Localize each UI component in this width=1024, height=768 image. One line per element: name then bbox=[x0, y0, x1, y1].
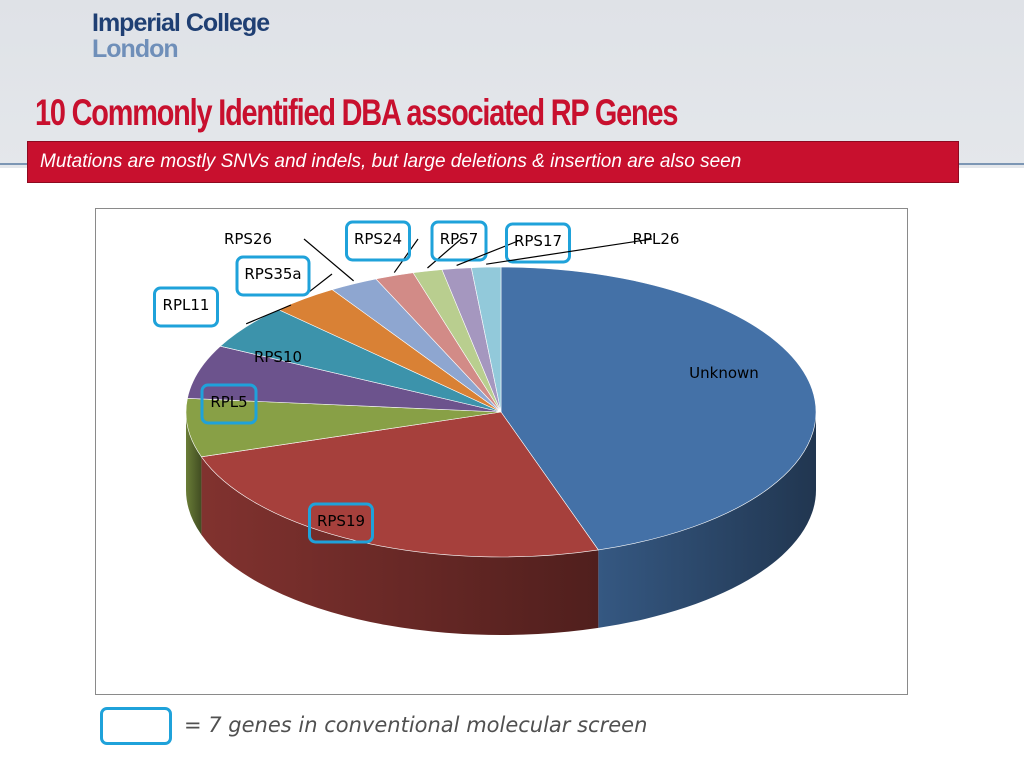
chart-frame: Unknown RPS19 RPL5 RPS10 RPL11 RPS35a RPS26 RPS… bbox=[95, 208, 908, 695]
pie-label-rps7: RPS7 bbox=[440, 230, 479, 248]
leader-line-rps7 bbox=[427, 238, 462, 269]
highlight-box-rps35a bbox=[235, 255, 311, 297]
legend-highlight-swatch bbox=[100, 707, 172, 745]
pie-sides bbox=[186, 412, 816, 635]
pie-side-rpl5 bbox=[186, 412, 202, 535]
pie-labels: Unknown RPS19 RPL5 RPS10 RPL11 RPS35a RPS26 RPS… bbox=[153, 220, 759, 544]
pie-label-rpl26: RPL26 bbox=[633, 230, 680, 248]
slide-title: 10 Commonly Identified DBA associated RP… bbox=[35, 92, 678, 133]
leader-line-rps24 bbox=[393, 238, 419, 273]
header-band bbox=[0, 0, 1024, 168]
imperial-college-logo: Imperial College London bbox=[92, 9, 270, 63]
highlight-box-rps24 bbox=[345, 220, 411, 262]
pie-label-rps17: RPS17 bbox=[514, 232, 562, 250]
pie-side-unknown bbox=[598, 412, 816, 628]
pie-label-rpl5: RPL5 bbox=[210, 393, 247, 411]
pie-slice-rpl26[interactable] bbox=[470, 266, 502, 413]
pie-label-rps19: RPS19 bbox=[317, 512, 365, 530]
highlight-box-rpl5 bbox=[200, 383, 258, 425]
pie-label-rps26: RPS26 bbox=[224, 230, 272, 248]
highlight-box-rpl11 bbox=[153, 286, 219, 328]
pie-label-rpl11: RPL11 bbox=[163, 296, 210, 314]
subtitle-text: Mutations are mostly SNVs and indels, bu… bbox=[40, 151, 742, 172]
pie-label-rps10: RPS10 bbox=[254, 348, 302, 366]
pie-slice-rpl5[interactable] bbox=[185, 398, 502, 458]
pie-label-rps35a: RPS35a bbox=[244, 265, 301, 283]
highlight-box-rps17 bbox=[505, 222, 571, 264]
logo-line-2: London bbox=[92, 35, 179, 63]
highlight-box-rps19 bbox=[308, 502, 374, 544]
leader-line-rps26 bbox=[303, 238, 354, 282]
highlight-box-rps7 bbox=[430, 220, 488, 262]
pie-label-rps24: RPS24 bbox=[354, 230, 402, 248]
legend-text: = 7 genes in conventional molecular scre… bbox=[184, 713, 648, 737]
subtitle-banner: Mutations are mostly SNVs and indels, bu… bbox=[27, 141, 959, 183]
pie-slice-unknown[interactable] bbox=[500, 266, 817, 551]
leader-line-rpl26 bbox=[486, 238, 653, 265]
logo-line-1: Imperial College bbox=[92, 9, 270, 37]
pie-top bbox=[185, 266, 817, 558]
pie-side-rps19 bbox=[201, 456, 599, 635]
pie-chart: Unknown RPS19 RPL5 RPS10 RPL11 RPS35a RPS26 RPS… bbox=[153, 220, 817, 635]
pie-label-unknown: Unknown bbox=[689, 364, 759, 382]
pie-slice-rps10[interactable] bbox=[187, 345, 502, 413]
leader-line-rpl11 bbox=[245, 304, 292, 325]
